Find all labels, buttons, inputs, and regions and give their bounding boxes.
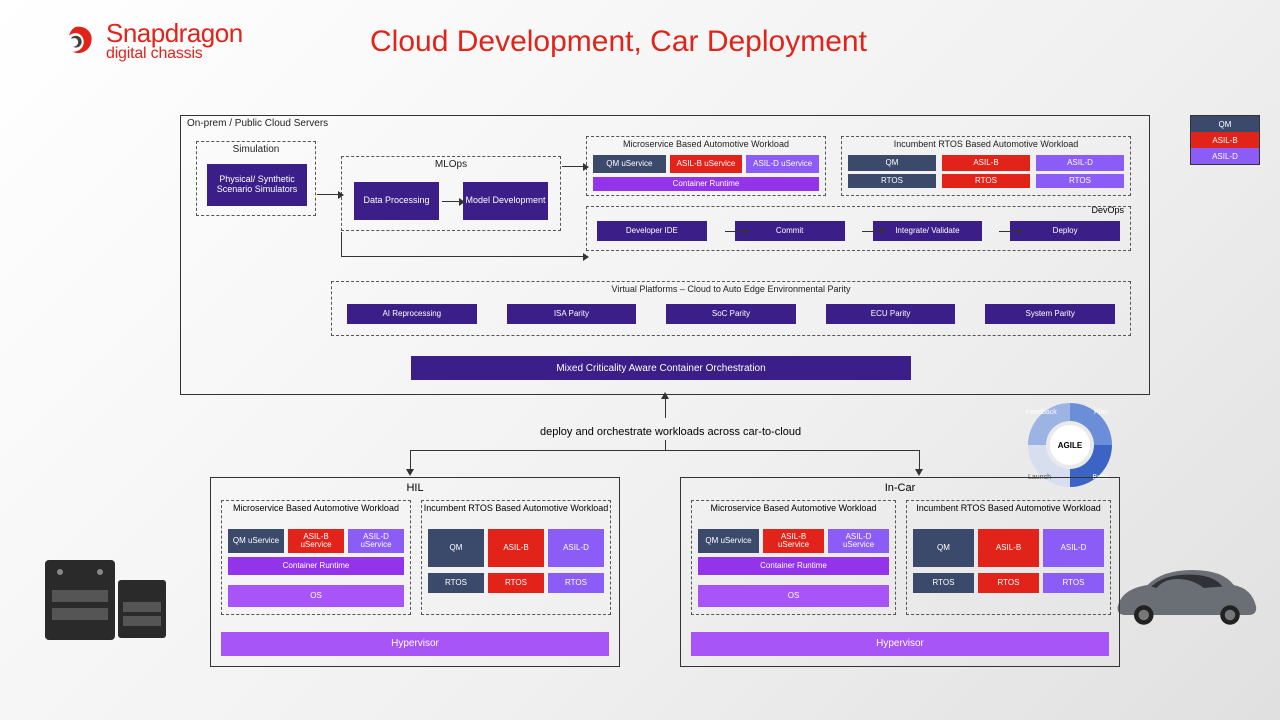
vp-system: System Parity (985, 304, 1115, 324)
hil-box: HIL Microservice Based Automotive Worklo… (210, 477, 620, 667)
devops-box: DevOps Developer IDE Commit Integrate/ V… (586, 206, 1131, 251)
legend-asil-b: ASIL-B (1191, 132, 1259, 148)
rtos-workload-label: Incumbent RTOS Based Automotive Workload (842, 137, 1130, 151)
rtos-r2: RTOS (942, 174, 1030, 188)
incar-ms-asild: ASIL-D uService (828, 529, 889, 553)
incar-ms-title: Microservice Based Automotive Workload (692, 501, 895, 514)
rtos-qm: QM (848, 155, 936, 171)
hil-hypervisor: Hypervisor (221, 632, 609, 656)
hil-rtos-asild: ASIL-D (548, 529, 604, 567)
orchestration: Mixed Criticality Aware Container Orches… (411, 356, 911, 380)
incar-rtos: Incumbent RTOS Based Automotive Workload… (906, 500, 1111, 615)
hil-ms: Microservice Based Automotive Workload Q… (221, 500, 411, 615)
simulation-item: Physical/ Synthetic Scenario Simulators (207, 164, 307, 206)
incar-rtos-asild: ASIL-D (1043, 529, 1104, 567)
car-icon (1110, 555, 1260, 635)
devops-deploy: Deploy (1010, 221, 1120, 241)
ms-asilb: ASIL-B uService (670, 155, 743, 173)
page-title: Cloud Development, Car Deployment (370, 25, 867, 59)
mlops-model: Model Development (463, 182, 548, 220)
legend-asil-d: ASIL-D (1191, 148, 1259, 164)
hil-rtos-title: Incumbent RTOS Based Automotive Workload (422, 501, 610, 514)
hil-rtos-asilb: ASIL-B (488, 529, 544, 567)
hil-title: HIL (211, 478, 619, 494)
snapdragon-swirl-icon (60, 23, 96, 59)
devops-integrate: Integrate/ Validate (873, 221, 983, 241)
hil-hardware-icon (40, 540, 170, 650)
hil-rtos: Incumbent RTOS Based Automotive Workload… (421, 500, 611, 615)
hil-rtos-qm: QM (428, 529, 484, 567)
hil-rtos-r1: RTOS (428, 573, 484, 593)
cloud-label: On-prem / Public Cloud Servers (181, 116, 1149, 131)
vp-ai: AI Reprocessing (347, 304, 477, 324)
legend: QM ASIL-B ASIL-D (1190, 115, 1260, 165)
mlops-data: Data Processing (354, 182, 439, 220)
simulation-label: Simulation (197, 142, 315, 157)
ms-asild: ASIL-D uService (746, 155, 819, 173)
incar-rtos-r1: RTOS (913, 573, 974, 593)
vp-isa: ISA Parity (507, 304, 637, 324)
hil-rtos-r3: RTOS (548, 573, 604, 593)
hil-ms-runtime: Container Runtime (228, 557, 404, 575)
hil-rtos-r2: RTOS (488, 573, 544, 593)
incar-title: In-Car (681, 478, 1119, 494)
incar-rtos-asilb: ASIL-B (978, 529, 1039, 567)
brand-logo: Snapdragon digital chassis (60, 20, 243, 62)
hil-ms-title: Microservice Based Automotive Workload (222, 501, 410, 514)
rtos-asild: ASIL-D (1036, 155, 1124, 171)
mlops-box: MLOps Data Processing Model Development (341, 156, 561, 231)
vp-box: Virtual Platforms – Cloud to Auto Edge E… (331, 281, 1131, 336)
agile-seg-plan: Plan (1094, 409, 1108, 416)
devops-label: DevOps (1091, 205, 1124, 215)
cloud-servers-box: On-prem / Public Cloud Servers Simulatio… (180, 115, 1150, 395)
incar-rtos-title: Incumbent RTOS Based Automotive Workload (907, 501, 1110, 514)
legend-qm: QM (1191, 116, 1259, 132)
agile-seg-feedback: Feedback (1026, 409, 1057, 416)
ms-qm: QM uService (593, 155, 666, 173)
incar-ms: Microservice Based Automotive Workload Q… (691, 500, 896, 615)
incar-rtos-r2: RTOS (978, 573, 1039, 593)
incar-rtos-r3: RTOS (1043, 573, 1104, 593)
rtos-workload-box: Incumbent RTOS Based Automotive Workload… (841, 136, 1131, 196)
vp-label: Virtual Platforms – Cloud to Auto Edge E… (332, 282, 1130, 296)
connector-label: deploy and orchestrate workloads across … (540, 426, 801, 438)
rtos-r3: RTOS (1036, 174, 1124, 188)
ms-workload-box: Microservice Based Automotive Workload Q… (586, 136, 826, 196)
hil-ms-asild: ASIL-D uService (348, 529, 404, 553)
devops-ide: Developer IDE (597, 221, 707, 241)
incar-hypervisor: Hypervisor (691, 632, 1109, 656)
brand-main: Snapdragon (106, 20, 243, 46)
incar-ms-runtime: Container Runtime (698, 557, 889, 575)
ms-workload-label: Microservice Based Automotive Workload (587, 137, 825, 151)
simulation-box: Simulation Physical/ Synthetic Scenario … (196, 141, 316, 216)
brand-sub: digital chassis (106, 46, 243, 62)
vp-ecu: ECU Parity (826, 304, 956, 324)
rtos-r1: RTOS (848, 174, 936, 188)
hil-ms-qm: QM uService (228, 529, 284, 553)
ms-runtime: Container Runtime (593, 177, 819, 191)
incar-ms-os: OS (698, 585, 889, 607)
vp-soc: SoC Parity (666, 304, 796, 324)
rtos-asilb: ASIL-B (942, 155, 1030, 171)
hil-ms-os: OS (228, 585, 404, 607)
incar-ms-asilb: ASIL-B uService (763, 529, 824, 553)
incar-rtos-qm: QM (913, 529, 974, 567)
hil-ms-asilb: ASIL-B uService (288, 529, 344, 553)
incar-box: In-Car Microservice Based Automotive Wor… (680, 477, 1120, 667)
incar-ms-qm: QM uService (698, 529, 759, 553)
devops-commit: Commit (735, 221, 845, 241)
mlops-label: MLOps (342, 157, 560, 172)
